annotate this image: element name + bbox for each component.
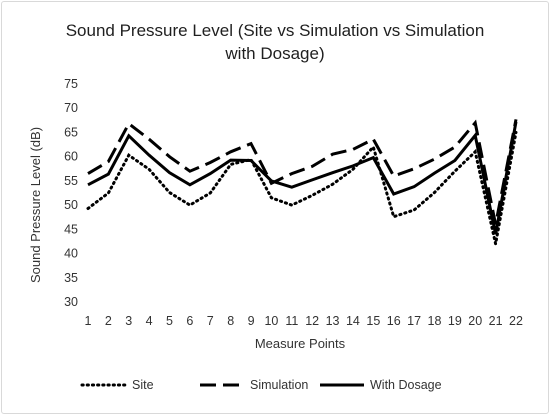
series-lines xyxy=(86,119,518,245)
series-line-simulation xyxy=(87,119,518,225)
x-tick-label: 16 xyxy=(387,314,401,328)
x-tick-label: 19 xyxy=(448,314,462,328)
x-tick-label: 9 xyxy=(248,314,255,328)
y-tick-label: 50 xyxy=(64,198,78,212)
x-tick-label: 20 xyxy=(468,314,482,328)
x-tick-label: 18 xyxy=(428,314,442,328)
x-tick-label: 7 xyxy=(207,314,214,328)
y-tick-label: 40 xyxy=(64,247,78,261)
x-tick-label: 15 xyxy=(366,314,380,328)
y-tick-label: 60 xyxy=(64,150,78,164)
y-tick-label: 30 xyxy=(64,295,78,309)
legend-label: Site xyxy=(132,378,154,392)
x-tick-label: 11 xyxy=(285,314,298,328)
x-axis-label: Measure Points xyxy=(255,336,346,351)
legend-label: Simulation xyxy=(250,378,308,392)
y-axis-label: Sound Pressure Level (dB) xyxy=(28,127,43,283)
y-tick-label: 70 xyxy=(64,101,78,115)
y-tick-label: 75 xyxy=(64,77,78,91)
x-tick-label: 8 xyxy=(227,314,234,328)
chart-title-line-1: Sound Pressure Level (Site vs Simulation… xyxy=(66,21,485,40)
x-tick-label: 5 xyxy=(166,314,173,328)
y-tick-label: 55 xyxy=(64,174,78,188)
y-axis-ticks: 30 35 40 45 50 55 60 65 70 75 xyxy=(64,77,78,309)
x-tick-label: 12 xyxy=(305,314,319,328)
y-tick-label: 45 xyxy=(64,222,78,236)
series-line-site xyxy=(86,130,518,245)
x-tick-label: 6 xyxy=(186,314,193,328)
x-tick-label: 13 xyxy=(326,314,340,328)
y-tick-label: 65 xyxy=(64,125,78,139)
chart-title-line-2: with Dosage) xyxy=(224,44,324,63)
x-tick-label: 22 xyxy=(509,314,523,328)
legend-label: With Dosage xyxy=(370,378,442,392)
x-tick-label: 4 xyxy=(146,314,153,328)
x-tick-label: 3 xyxy=(125,314,132,328)
y-tick-label: 35 xyxy=(64,271,78,285)
x-tick-label: 17 xyxy=(407,314,421,328)
chart-legend: Site Simulation With Dosage xyxy=(80,378,442,392)
x-tick-label: 21 xyxy=(489,314,503,328)
x-tick-label: 14 xyxy=(346,314,360,328)
x-tick-label: 1 xyxy=(85,314,92,328)
x-tick-label: 2 xyxy=(105,314,112,328)
x-tick-label: 10 xyxy=(264,314,278,328)
series-line-with-dosage xyxy=(87,121,518,235)
x-axis-ticks: 1 2 3 4 5 6 7 8 9 10 11 12 13 14 15 16 17 18 19 20 21 22 xyxy=(85,314,523,328)
